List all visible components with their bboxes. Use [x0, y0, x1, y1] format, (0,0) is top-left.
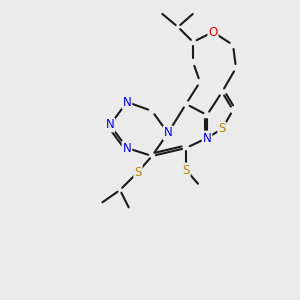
Text: O: O: [208, 26, 217, 38]
Text: N: N: [202, 131, 211, 145]
Text: N: N: [164, 127, 172, 140]
Text: S: S: [182, 164, 190, 176]
Text: N: N: [123, 142, 131, 154]
Text: S: S: [134, 166, 142, 178]
Text: S: S: [218, 122, 226, 136]
Text: N: N: [123, 95, 131, 109]
Text: N: N: [106, 118, 114, 131]
